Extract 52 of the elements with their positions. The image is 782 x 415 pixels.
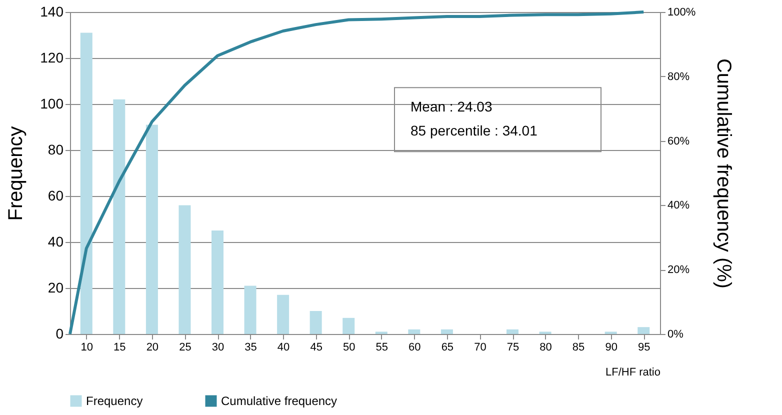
- y-tick-label: 140: [40, 4, 64, 20]
- bar: [408, 329, 420, 334]
- bar: [80, 32, 92, 334]
- x-tick-label: 15: [114, 342, 126, 354]
- x-tick-label: 35: [244, 342, 257, 354]
- x-tick-label: 30: [212, 342, 224, 354]
- y-tick-label: 0: [56, 326, 64, 342]
- y2-axis-title: Cumulative frequency (%): [712, 58, 735, 289]
- bar: [342, 318, 355, 334]
- annotation: 85 percentile : 34.01: [410, 122, 538, 139]
- legend-label: Cumulative frequency: [221, 394, 338, 408]
- y2-tick-label: 0%: [668, 328, 684, 340]
- bar: [277, 294, 290, 334]
- bar: [113, 99, 126, 334]
- bar: [178, 205, 191, 334]
- x-tick-label: 25: [179, 342, 192, 354]
- legend-label: Frequency: [86, 394, 143, 408]
- y2-tick-label: 60%: [668, 135, 690, 148]
- bar: [310, 311, 322, 334]
- y-tick-label: 120: [40, 50, 64, 66]
- x-tick-label: 55: [376, 342, 388, 354]
- y-tick-label: 20: [48, 280, 64, 296]
- bar: [440, 329, 453, 334]
- bar: [638, 327, 650, 334]
- x-tick-label: 40: [277, 342, 290, 354]
- x-tick-label: 95: [638, 342, 650, 354]
- bar: [212, 230, 224, 334]
- y-tick-label: 100: [40, 96, 64, 112]
- x-tick-label: 60: [408, 342, 421, 354]
- x-tick-label: 80: [540, 342, 552, 354]
- annotation: Mean : 24.03: [410, 98, 492, 115]
- y2-tick-label: 80%: [668, 70, 690, 83]
- y-axis-title: Frequency: [5, 126, 28, 221]
- x-tick-label: 20: [146, 342, 159, 354]
- bar: [244, 286, 256, 334]
- y-tick-label: 40: [48, 234, 64, 250]
- y-tick-label: 60: [48, 188, 64, 204]
- x-tick-label: 65: [441, 342, 454, 354]
- bar: [506, 329, 518, 334]
- x-tick-label: 85: [572, 342, 585, 354]
- x-tick-label: 70: [474, 342, 486, 354]
- y2-tick-label: 40%: [668, 200, 690, 212]
- x-axis-title: LF/HF ratio: [605, 366, 660, 378]
- y2-tick-label: 100%: [668, 6, 696, 18]
- bar: [146, 124, 158, 334]
- y2-tick-label: 20%: [668, 264, 690, 276]
- x-tick-label: 90: [605, 342, 618, 354]
- y-tick-label: 80: [48, 142, 64, 158]
- x-tick-label: 50: [342, 342, 356, 354]
- x-tick-label: 45: [310, 342, 322, 354]
- x-tick-label: 75: [506, 342, 520, 354]
- x-tick-label: 10: [80, 342, 94, 354]
